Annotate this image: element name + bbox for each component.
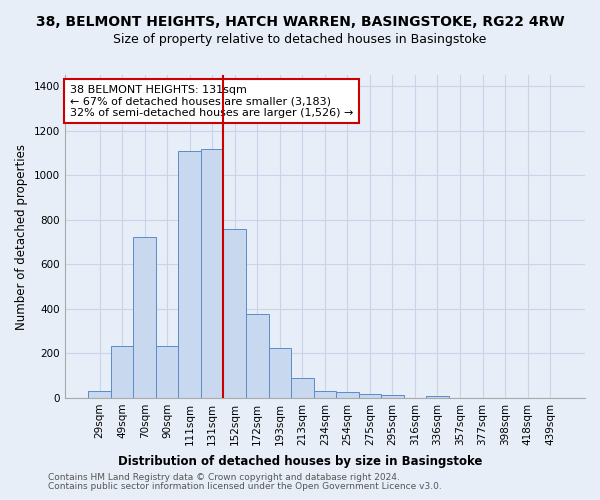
- Bar: [223, 228, 246, 398]
- Bar: [426, 396, 449, 398]
- Bar: [336, 392, 359, 398]
- Bar: [133, 236, 156, 398]
- Text: 38, BELMONT HEIGHTS, HATCH WARREN, BASINGSTOKE, RG22 4RW: 38, BELMONT HEIGHTS, HATCH WARREN, BASIN…: [35, 15, 565, 29]
- Bar: [88, 392, 111, 398]
- Text: Distribution of detached houses by size in Basingstoke: Distribution of detached houses by size …: [118, 455, 482, 468]
- Bar: [111, 346, 133, 398]
- Bar: [359, 394, 381, 398]
- Bar: [314, 392, 336, 398]
- Bar: [269, 348, 291, 398]
- Text: Contains public sector information licensed under the Open Government Licence v3: Contains public sector information licen…: [48, 482, 442, 491]
- Bar: [201, 148, 223, 398]
- Bar: [246, 314, 269, 398]
- Text: Contains HM Land Registry data © Crown copyright and database right 2024.: Contains HM Land Registry data © Crown c…: [48, 474, 400, 482]
- Y-axis label: Number of detached properties: Number of detached properties: [15, 144, 28, 330]
- Text: Size of property relative to detached houses in Basingstoke: Size of property relative to detached ho…: [113, 32, 487, 46]
- Bar: [156, 346, 178, 398]
- Bar: [291, 378, 314, 398]
- Bar: [178, 150, 201, 398]
- Text: 38 BELMONT HEIGHTS: 131sqm
← 67% of detached houses are smaller (3,183)
32% of s: 38 BELMONT HEIGHTS: 131sqm ← 67% of deta…: [70, 84, 353, 118]
- Bar: [381, 394, 404, 398]
